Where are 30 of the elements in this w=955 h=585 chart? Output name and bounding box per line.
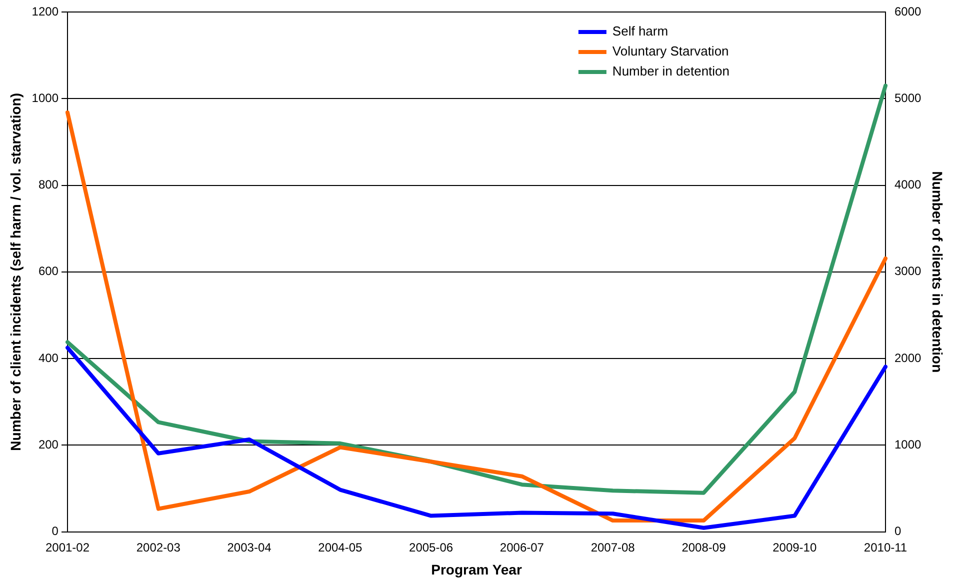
y2-tick-label: 0 [894, 524, 902, 538]
y-axis-title: Number of client incidents (self harm / vol. starvation) [7, 92, 24, 451]
x-axis-title: Program Year [431, 561, 522, 578]
legend-label: Self harm [612, 24, 668, 39]
y-tick-label: 1200 [32, 4, 59, 18]
x-tick-label: 2004-05 [318, 540, 363, 554]
y2-tick-label: 1000 [894, 437, 922, 452]
y2-tick-label: 5000 [894, 90, 922, 105]
y2-tick-label: 4000 [894, 178, 922, 192]
y-tick-label: 400 [38, 350, 59, 365]
y2-axis-title: Number of clients in detention [930, 171, 946, 373]
x-tick-label: 2008-09 [682, 540, 726, 554]
y2-tick-label: 3000 [894, 264, 922, 278]
y2-tick-label: 2000 [894, 350, 922, 365]
y-tick-label: 800 [38, 178, 59, 192]
x-tick-label: 2009-10 [772, 540, 817, 554]
x-tick-label: 2003-04 [227, 540, 272, 554]
x-tick-label: 2006-07 [500, 540, 544, 554]
y-tick-label: 1000 [32, 90, 59, 105]
legend-label: Voluntary Starvation [612, 44, 729, 59]
y2-tick-label: 6000 [894, 4, 922, 18]
y-tick-label: 200 [38, 437, 59, 452]
legend-label: Number in detention [612, 64, 730, 79]
x-tick-label: 2001-02 [45, 540, 90, 554]
x-tick-label: 2010-11 [864, 540, 908, 554]
x-tick-label: 2002-03 [136, 540, 181, 554]
y-tick-label: 600 [38, 264, 59, 278]
y-tick-label: 0 [52, 524, 59, 538]
x-tick-label: 2005-06 [409, 540, 454, 554]
x-tick-label: 2007-08 [590, 540, 636, 554]
